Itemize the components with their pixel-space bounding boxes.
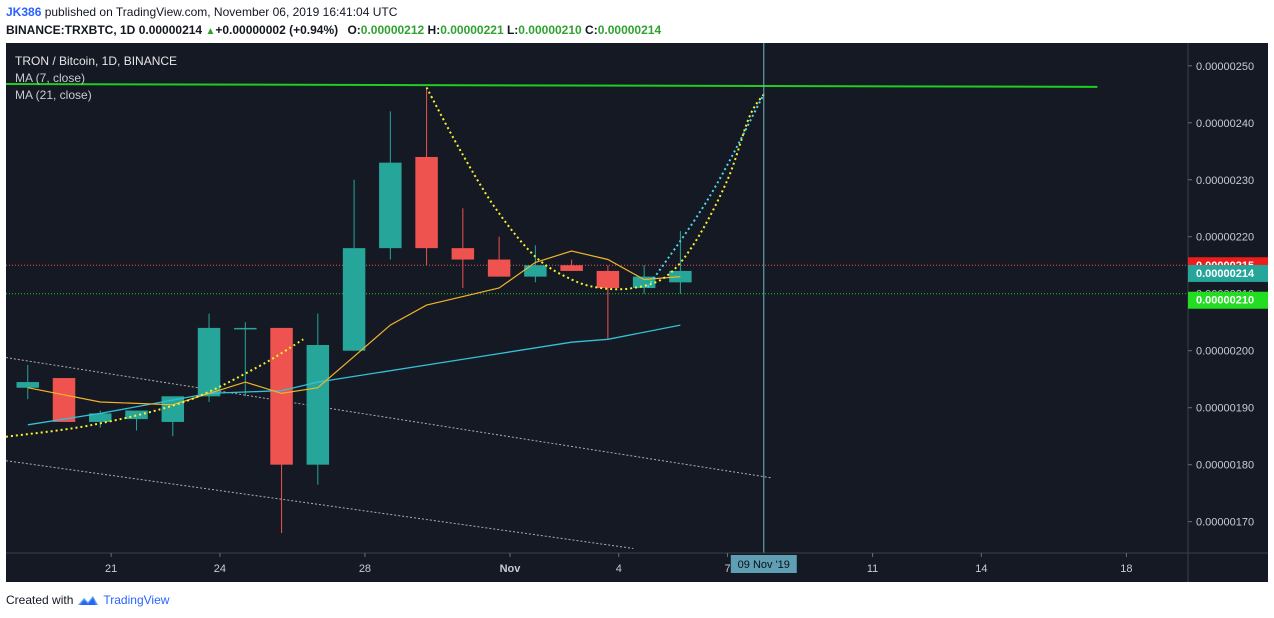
legend-ma7[interactable]: MA (7, close): [15, 71, 85, 85]
legend-ma21[interactable]: MA (21, close): [15, 88, 92, 102]
candle-body: [487, 259, 511, 277]
candle-body: [234, 327, 257, 330]
legend-title: TRON / Bitcoin, 1D, BINANCE: [15, 54, 177, 68]
x-tick-label: 21: [105, 563, 117, 575]
candle[interactable]: [524, 245, 547, 283]
crosshair-date-label: 09 Nov '19: [738, 559, 790, 571]
projection-path[interactable]: [646, 93, 765, 288]
candle[interactable]: [379, 111, 402, 260]
close-value: 0.00000214: [597, 23, 662, 37]
candle[interactable]: [125, 410, 148, 431]
publisher-name[interactable]: JK386: [6, 5, 42, 19]
resistance-line[interactable]: [6, 83, 1098, 88]
low-value: 0.00000210: [518, 23, 582, 37]
price-tag-label: 0.00000214: [1196, 268, 1255, 280]
y-tick-label: 0.00000240: [1196, 118, 1254, 130]
close-label: C:: [585, 23, 598, 37]
candle-body: [596, 270, 620, 289]
x-tick-label: Nov: [500, 563, 522, 575]
publish-line: JK386 published on TradingView.com, Nove…: [6, 5, 397, 19]
x-tick-label: 18: [1120, 563, 1132, 575]
footer: Created with TradingView: [6, 593, 169, 607]
high-label: H:: [427, 23, 441, 37]
candle[interactable]: [197, 313, 221, 402]
open-label: O:: [347, 23, 361, 37]
y-tick-label: 0.00000220: [1196, 232, 1254, 244]
created-with-text: Created with: [6, 593, 74, 607]
candle-body: [197, 327, 221, 397]
candle-body: [560, 265, 583, 271]
crosshair-date-box: [730, 555, 797, 573]
price-change: +0.00000002 (+0.94%): [215, 23, 339, 37]
last-price: 0.00000214: [138, 23, 203, 37]
price-tag-box: [1188, 291, 1268, 309]
candle[interactable]: [560, 259, 583, 271]
y-tick-label: 0.00000230: [1196, 175, 1254, 187]
x-tick-label: 11: [867, 563, 878, 575]
candle[interactable]: [234, 322, 257, 397]
candle[interactable]: [596, 265, 620, 340]
tradingview-logo-icon: [78, 596, 99, 605]
chart-background: [6, 43, 1268, 582]
channel-line-1[interactable]: [6, 357, 772, 479]
published-text: published on TradingView.com, November 0…: [41, 5, 398, 19]
candle[interactable]: [451, 208, 475, 289]
low-label: L:: [506, 23, 519, 37]
candle-body: [306, 345, 330, 465]
candle-body: [524, 265, 547, 277]
open-value: 0.00000212: [360, 23, 425, 37]
price-chart[interactable]: 0.00000250 0.00000240 0.00000230 0.00000220…: [6, 43, 1268, 582]
x-tick-label: 4: [616, 563, 622, 575]
candle[interactable]: [16, 364, 39, 400]
candle-body: [16, 382, 39, 388]
candle-body: [632, 276, 656, 289]
x-tick-label: 7: [724, 563, 730, 575]
x-tick-label: 14: [975, 563, 987, 575]
price-tag-label: 0.00000210: [1196, 295, 1254, 307]
rising-curve[interactable]: [6, 338, 304, 438]
candle[interactable]: [52, 378, 76, 422]
symbol-info-line: BINANCE:TRXBTC, 1D 0.00000214 ▲+0.000000…: [6, 23, 661, 37]
x-tick-label: 28: [359, 563, 371, 575]
channel-line-2[interactable]: [6, 460, 634, 549]
candle-body: [415, 156, 438, 249]
candle-body: [379, 162, 402, 249]
y-tick-label: 0.00000190: [1196, 403, 1254, 415]
candle-body: [125, 410, 148, 420]
up-arrow-icon: ▲: [205, 26, 216, 37]
candle-body: [89, 413, 112, 422]
candle[interactable]: [270, 327, 293, 534]
cup-arc[interactable]: [425, 86, 765, 291]
candle[interactable]: [487, 236, 511, 277]
y-tick-label: 0.00000180: [1196, 460, 1254, 472]
symbol-line: BINANCE:TRXBTC, 1D: [6, 23, 136, 37]
y-tick-label: 0.00000200: [1196, 346, 1254, 358]
y-tick-label: 0.00000170: [1196, 517, 1254, 529]
candle-body: [451, 248, 475, 260]
x-tick-label: 24: [214, 563, 226, 575]
y-tick-label: 0.00000250: [1196, 61, 1254, 73]
candle[interactable]: [306, 313, 330, 485]
candle[interactable]: [415, 88, 438, 266]
candle-body: [270, 327, 293, 465]
candle[interactable]: [342, 179, 366, 351]
tradingview-brand-link[interactable]: TradingView: [103, 593, 170, 607]
high-value: 0.00000221: [440, 23, 504, 37]
candle-body: [342, 248, 366, 351]
candle-body: [52, 378, 76, 422]
price-tag-box: [1188, 264, 1268, 282]
ma21-line[interactable]: [27, 324, 681, 426]
